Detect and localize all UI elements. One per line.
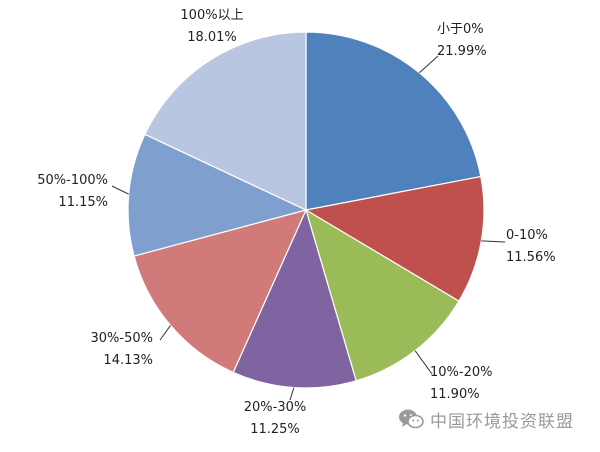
slice-label-6: 100%以上	[180, 8, 243, 23]
watermark-text: 中国环境投资联盟	[430, 411, 574, 432]
slice-value-5: 11.15%	[58, 195, 108, 210]
slice-label-5: 50%-100%	[37, 173, 108, 188]
leader-lines-layer	[111, 55, 506, 401]
slice-value-3: 11.25%	[250, 422, 300, 437]
slice-label-0: 小于0%	[437, 22, 484, 37]
slice-value-0: 21.99%	[437, 44, 487, 59]
slice-label-1: 0-10%	[506, 228, 548, 243]
leader-line-5	[111, 185, 129, 195]
leader-line-2	[414, 350, 433, 375]
slice-value-4: 14.13%	[103, 353, 153, 368]
slice-value-6: 18.01%	[187, 30, 237, 45]
leader-line-0	[419, 55, 439, 74]
leader-line-4	[159, 325, 171, 341]
slice-value-1: 11.56%	[506, 250, 556, 265]
pie-slice-6	[144, 31, 307, 211]
pie-slice-4	[133, 209, 308, 374]
pie-slice-0	[305, 31, 482, 211]
labels-layer: 小于0% 21.99% 0-10% 11.56% 10%-20% 11.90% 20%-30…	[37, 8, 555, 437]
slices-layer	[127, 31, 485, 389]
pie-slice-5	[127, 133, 308, 257]
slice-value-2: 11.90%	[430, 387, 480, 402]
watermark: 中国环境投资联盟	[398, 404, 574, 434]
slice-label-3: 20%-30%	[244, 400, 306, 415]
leader-line-3	[289, 387, 295, 401]
pie-slice-3	[232, 208, 357, 389]
slice-label-2: 10%-20%	[430, 365, 492, 380]
leader-line-1	[481, 240, 506, 243]
slice-label-4: 30%-50%	[91, 331, 153, 346]
wechat-icon	[399, 409, 424, 429]
